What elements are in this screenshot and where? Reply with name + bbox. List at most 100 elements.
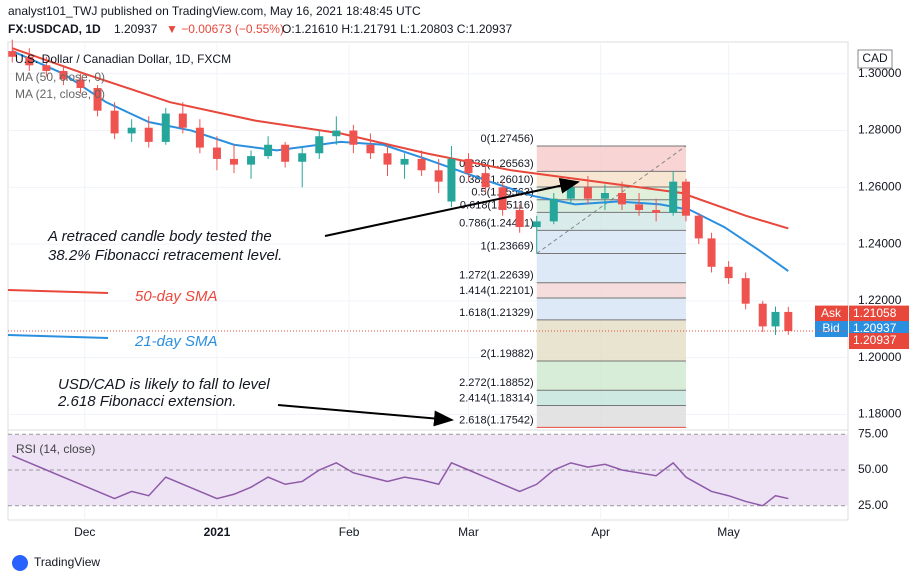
- candle-body: [400, 158, 409, 165]
- fib-zone: [536, 360, 686, 391]
- fib-zone: [536, 282, 686, 298]
- price-tag-name: [815, 321, 848, 338]
- candle-body: [583, 187, 592, 199]
- annotation: USD/CAD is likely to fall to level: [58, 376, 270, 393]
- price-tag-name-text: Ask: [821, 306, 842, 320]
- candle-body: [366, 144, 375, 154]
- candle-body: [281, 144, 290, 162]
- rsi-tick-label: 75.00: [858, 426, 888, 440]
- fib-zone: [536, 253, 686, 283]
- fib-zone: [536, 212, 686, 231]
- candle-body: [298, 153, 307, 162]
- ohlc: O:1.21610 H:1.21791 L:1.20803 C:1.20937: [282, 22, 513, 36]
- currency-box: [857, 49, 893, 69]
- candle-body: [417, 158, 426, 171]
- y-tick-label: 1.26000: [858, 179, 902, 193]
- price-tag-text: 1.20937: [853, 321, 897, 335]
- candle-body: [724, 266, 733, 279]
- candle-body: [59, 70, 68, 80]
- candle-body: [566, 187, 575, 199]
- fib-zone: [536, 297, 686, 320]
- candle-body: [600, 192, 609, 199]
- price-tag: [849, 333, 909, 350]
- candle-body: [42, 65, 51, 71]
- candle-body: [247, 156, 256, 165]
- sma-label: 50-day SMA: [135, 288, 218, 305]
- candle-body: [127, 127, 136, 134]
- candle-body: [212, 147, 221, 159]
- annotation: 2.618 Fibonacci extension.: [57, 393, 236, 410]
- candle-body: [635, 204, 644, 211]
- fib-label: 2.618(1.17542): [459, 414, 534, 426]
- sma-label: 21-day SMA: [134, 333, 218, 350]
- y-tick-label: 1.24000: [858, 236, 902, 250]
- fib-label: 1(1.23669): [481, 240, 534, 252]
- fib-zone: [536, 390, 686, 406]
- candle-body: [669, 181, 678, 213]
- y-tick-label: 1.28000: [858, 123, 902, 137]
- candle-body: [618, 192, 627, 205]
- rsi-tick-label: 50.00: [858, 462, 888, 476]
- ma21-legend: MA (21, close, 0): [15, 87, 105, 101]
- y-tick-label: 1.20000: [858, 350, 902, 364]
- fib-zone: [536, 230, 686, 254]
- price-tag-text: 1.21058: [853, 306, 897, 320]
- candle-body: [195, 127, 204, 148]
- x-tick-label: Dec: [74, 525, 95, 539]
- last-price: 1.20937: [114, 22, 158, 36]
- x-tick-label: Feb: [339, 525, 360, 539]
- candle-body: [8, 51, 17, 57]
- annotation: 38.2% Fibonacci retracement level.: [48, 247, 282, 264]
- annotation: A retraced candle body tested the: [47, 228, 272, 245]
- fib-label: 1.618(1.21329): [459, 307, 534, 319]
- candle-body: [515, 210, 524, 228]
- fib-label: 2.414(1.18314): [459, 392, 534, 404]
- ma50-legend: MA (50, close, 0): [15, 70, 105, 84]
- candle-body: [771, 311, 780, 327]
- candle-body: [784, 311, 793, 332]
- currency: CAD: [862, 51, 888, 65]
- candle-body: [681, 181, 690, 216]
- fib-zone: [536, 187, 686, 200]
- candle-body: [481, 173, 490, 188]
- candle-body: [464, 158, 473, 174]
- candle-body: [652, 210, 661, 213]
- x-tick-label: 2021: [204, 525, 231, 539]
- x-tick-label: Mar: [458, 525, 479, 539]
- candle-body: [349, 130, 358, 145]
- price-tag: [849, 305, 909, 322]
- publisher: analyst101_TWJ published on TradingView.…: [8, 4, 421, 18]
- fib-zone: [536, 145, 686, 172]
- rsi-line: [11, 455, 789, 507]
- logo-icon: [12, 555, 28, 571]
- y-tick-label: 1.18000: [858, 407, 902, 421]
- candle-body: [549, 198, 558, 222]
- candle-body: [741, 278, 750, 304]
- footer-logo: TradingView: [34, 555, 100, 569]
- x-tick-label: May: [717, 525, 740, 539]
- price-change: ▼ −0.00673 (−0.55%): [166, 22, 284, 36]
- price-tag-name-text: Bid: [822, 321, 839, 335]
- y-tick-label: 1.30000: [858, 66, 902, 80]
- rsi-legend: RSI (14, close): [16, 442, 95, 456]
- candle-body: [694, 215, 703, 239]
- y-tick-label: 1.22000: [858, 293, 902, 307]
- candle-body: [264, 144, 273, 157]
- price-tag-text: 1.20937: [853, 333, 897, 347]
- price-tag-name: [815, 305, 848, 322]
- candle-body: [76, 79, 85, 88]
- candle-body: [229, 158, 238, 165]
- candle-body: [434, 170, 443, 182]
- sma-legend-line: [7, 289, 109, 294]
- candle-body: [110, 110, 119, 134]
- fib-label: 1.414(1.22101): [459, 285, 534, 297]
- instrument-title: U.S. Dollar / Canadian Dollar, 1D, FXCM: [15, 52, 231, 66]
- candle-body: [758, 303, 767, 327]
- candle-body: [178, 113, 187, 128]
- fib-zone: [536, 405, 686, 428]
- plot: 1.30000 1.28000 1.26000 1.24000 1.22000 1.200…: [7, 39, 909, 539]
- arrow: [324, 177, 580, 237]
- candle-body: [144, 127, 153, 142]
- fib-label: 0.786(1.24481): [459, 217, 534, 229]
